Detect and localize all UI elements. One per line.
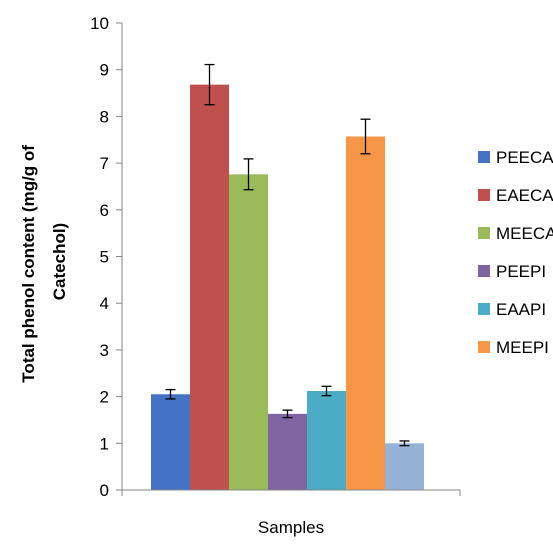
- bar: [190, 84, 229, 491]
- legend-swatch: [478, 227, 490, 239]
- y-axis-title-line-2: Catechol): [50, 223, 69, 300]
- bar: [346, 136, 385, 490]
- legend-swatch: [478, 303, 490, 315]
- y-tick-label: 4: [100, 294, 109, 313]
- y-axis-ticks: 0 1 2 3 4 5 6 7 8 9 10: [90, 14, 461, 500]
- y-tick-label: 0: [100, 481, 109, 500]
- bar: [307, 390, 346, 490]
- y-tick-label: 6: [100, 201, 109, 220]
- legend: PEECA EAECA MEECA PEEPI EAAPI MEEPI: [478, 148, 553, 357]
- y-tick-label: 2: [100, 388, 109, 407]
- legend-label: MEEPI: [496, 338, 549, 357]
- legend-swatch: [478, 151, 490, 163]
- bar: [229, 174, 268, 491]
- legend-label: MEECA: [496, 224, 553, 243]
- y-tick-label: 8: [100, 107, 109, 126]
- x-axis-title: Samples: [258, 518, 324, 537]
- bar: [268, 413, 307, 490]
- y-tick-label: 10: [90, 14, 109, 33]
- y-tick-label: 3: [100, 341, 109, 360]
- error-bars-group: [165, 63, 410, 447]
- bars-group: [151, 84, 424, 491]
- legend-swatch: [478, 189, 490, 201]
- y-tick-label: 9: [100, 61, 109, 80]
- y-tick-label: 1: [100, 434, 109, 453]
- y-tick-label: 5: [100, 248, 109, 267]
- legend-swatch: [478, 265, 490, 277]
- legend-label: EAECA: [496, 186, 553, 205]
- y-axis-title: Total phenol content (mg/g of Catechol): [19, 140, 69, 382]
- y-axis-title-line-1: Total phenol content (mg/g of: [19, 145, 38, 383]
- bar: [151, 394, 190, 490]
- legend-label: PEEPI: [496, 262, 546, 281]
- legend-label: PEECA: [496, 148, 553, 167]
- bar: [385, 443, 424, 490]
- legend-label: EAAPI: [496, 300, 546, 319]
- y-tick-label: 7: [100, 154, 109, 173]
- legend-swatch: [478, 341, 490, 353]
